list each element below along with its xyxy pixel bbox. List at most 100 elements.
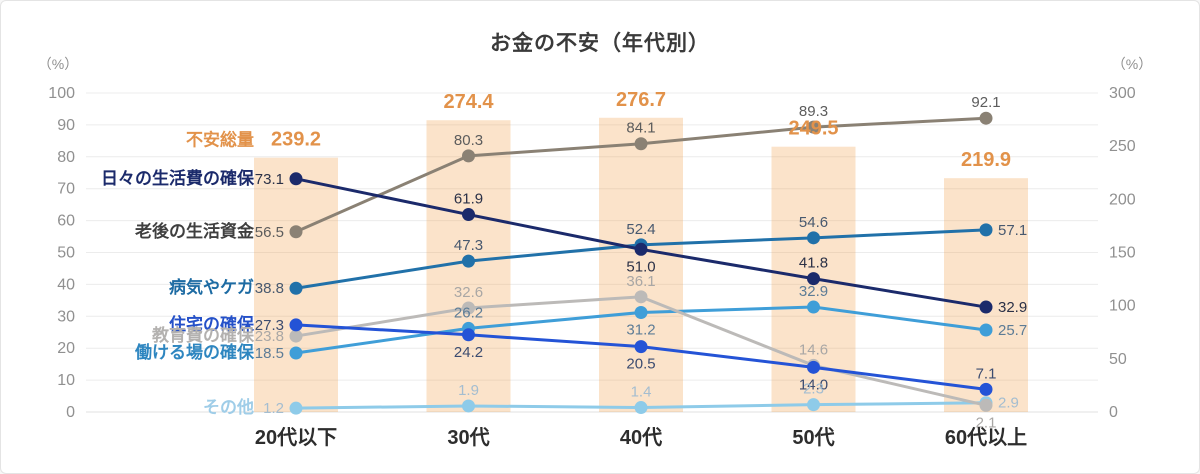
value-label: 1.4 <box>631 384 652 401</box>
left-axis-unit-label: （%） <box>38 56 78 72</box>
data-point <box>634 137 648 151</box>
data-point <box>979 323 993 337</box>
value-label: 32.6 <box>454 284 483 301</box>
series-name-label: 働ける場の確保 <box>134 342 255 362</box>
series-name-label: 病気やケガ <box>169 277 254 297</box>
value-label: 2.1 <box>976 414 997 431</box>
value-label: 89.3 <box>799 103 828 120</box>
value-label: 92.1 <box>971 94 1000 111</box>
left-axis-tick: 0 <box>66 404 75 421</box>
data-point <box>634 340 648 354</box>
data-point <box>979 300 993 314</box>
value-label: 32.9 <box>998 299 1027 316</box>
data-point <box>634 305 648 319</box>
data-point <box>979 223 993 237</box>
left-axis-tick: 90 <box>57 117 75 134</box>
axes: 0 10 20 30 40 50 60 70 80 90 100 0 50 100 150 200 250 300… <box>38 56 1152 449</box>
value-label: 7.1 <box>976 365 997 382</box>
value-label: 36.1 <box>626 273 655 290</box>
data-point <box>462 328 475 342</box>
data-point <box>289 318 303 332</box>
data-point <box>289 225 303 239</box>
value-label: 80.3 <box>454 132 483 149</box>
left-axis-tick: 10 <box>57 372 75 389</box>
bar-series-name: 不安総量 <box>186 130 254 150</box>
chart-title: お金の不安（年代別） <box>490 32 710 55</box>
data-point <box>807 398 820 412</box>
line-series <box>289 172 993 314</box>
left-axis-tick: 80 <box>57 149 75 166</box>
value-label: 47.3 <box>454 237 483 254</box>
left-axis-tick: 50 <box>57 245 75 262</box>
data-point <box>634 290 648 304</box>
data-point <box>462 399 475 413</box>
data-point <box>289 281 303 295</box>
value-label: 1.2 <box>263 400 284 417</box>
data-point <box>289 172 303 186</box>
data-point <box>807 300 820 314</box>
series-name-label: 老後の生活資金 <box>134 221 255 241</box>
right-axis-tick: 0 <box>1109 404 1118 421</box>
series-name-label: 住宅の確保 <box>169 314 255 334</box>
value-label: 41.8 <box>799 255 828 272</box>
data-point <box>634 401 648 415</box>
bar-value-label: 239.2 <box>271 129 321 151</box>
value-label: 25.7 <box>998 322 1027 339</box>
right-axis-tick: 300 <box>1109 85 1136 102</box>
series-name-label: 教育費の確保 <box>151 325 255 345</box>
right-axis-tick: 50 <box>1109 351 1127 368</box>
series-name-label: その他 <box>203 397 254 417</box>
data-point <box>462 254 475 268</box>
left-axis-tick: 100 <box>48 85 75 102</box>
bar-value-label: 249.5 <box>788 118 838 140</box>
right-axis-tick: 250 <box>1109 138 1136 155</box>
value-label: 14.0 <box>799 376 828 393</box>
data-point <box>462 149 475 163</box>
value-label: 26.2 <box>454 304 483 321</box>
data-point <box>462 301 475 315</box>
left-axis-tick: 60 <box>57 213 75 230</box>
value-label: 2.3 <box>803 381 824 398</box>
category-label: 30代 <box>447 426 489 449</box>
value-label: 61.9 <box>454 191 483 208</box>
bar-value-label: 274.4 <box>443 91 494 113</box>
line-series <box>289 318 993 396</box>
value-label: 57.1 <box>998 222 1027 239</box>
category-label: 40代 <box>620 426 662 449</box>
value-label: 54.6 <box>799 214 828 231</box>
value-label: 1.9 <box>458 382 479 399</box>
data-point <box>979 382 993 396</box>
data-point <box>807 360 820 374</box>
value-label: 51.0 <box>626 258 655 275</box>
data-point <box>807 120 820 134</box>
value-label: 73.1 <box>255 171 284 188</box>
value-label: 52.4 <box>626 221 655 238</box>
bar <box>599 117 683 412</box>
value-label: 38.8 <box>255 280 284 297</box>
bar <box>944 178 1028 412</box>
data-point <box>289 401 303 415</box>
category-label: 50代 <box>792 426 834 449</box>
data-point <box>289 346 303 360</box>
data-point <box>289 329 303 343</box>
line-series-group <box>289 111 993 415</box>
value-label: 23.8 <box>255 328 284 345</box>
value-label: 31.2 <box>626 321 655 338</box>
bar-series <box>254 117 1028 412</box>
right-axis-unit-label: （%） <box>1112 56 1152 72</box>
data-point <box>807 231 820 245</box>
value-label: 84.1 <box>626 120 655 137</box>
bar-value-label: 276.7 <box>616 89 666 111</box>
category-label: 20代以下 <box>255 426 337 449</box>
right-axis-tick: 200 <box>1109 191 1136 208</box>
left-axis-tick: 40 <box>57 276 75 293</box>
value-label: 56.5 <box>255 224 284 241</box>
bar-value-label: 219.9 <box>961 149 1011 171</box>
data-point <box>979 111 993 125</box>
value-label: 24.2 <box>454 344 483 361</box>
left-axis-tick: 30 <box>57 308 75 325</box>
value-label: 27.3 <box>255 317 284 334</box>
value-label: 20.5 <box>626 356 655 373</box>
